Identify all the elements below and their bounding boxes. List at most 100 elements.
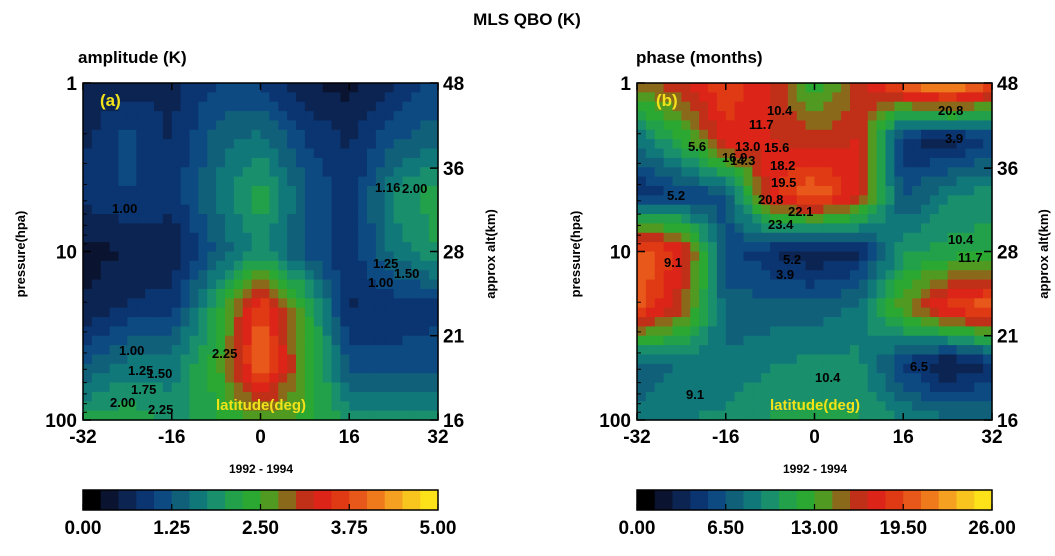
heatmap-cell [770,270,780,281]
heatmap-cell [787,83,798,93]
heatmap-cell [411,363,421,374]
heatmap-cell [384,157,395,168]
heatmap-cell [162,288,173,299]
heatmap-cell [91,260,102,271]
heatmap-cell [734,345,745,356]
heatmap-cell [850,410,860,421]
heatmap-cell [384,129,395,140]
heatmap-cell [331,242,341,253]
heatmap-cell [109,157,120,168]
heatmap-cell [850,279,860,290]
heatmap-cell [690,157,700,168]
heatmap-cell [725,111,736,122]
heatmap-cell [708,270,718,281]
heatmap-cell [233,391,244,402]
heatmap-cell [654,223,665,234]
heatmap-cell [287,335,297,346]
heatmap-cell [429,307,439,318]
heatmap-cell [841,410,851,421]
heatmap-cell [841,120,851,131]
heatmap-cell [402,279,412,290]
heatmap-cell [198,373,208,384]
heatmap-cell [956,382,966,393]
heatmap-cell [304,260,315,271]
heatmap-cell [402,382,412,393]
heatmap-cell [921,260,931,271]
heatmap-cell [974,232,984,243]
heatmap-cell [233,120,244,131]
heatmap-cell [637,176,647,187]
heatmap-cell [787,214,798,225]
heatmap-cell [207,288,217,299]
heatmap-cell [956,195,966,206]
heatmap-cell [921,176,931,187]
heatmap-cell [242,270,253,281]
heatmap-cell [411,391,421,402]
heatmap-cell [663,242,674,253]
heatmap-cell [690,270,700,281]
heatmap-cell [358,120,368,131]
heatmap-cell [734,157,745,168]
heatmap-cell [974,401,984,412]
heatmap-cell [965,326,975,337]
heatmap-cell [938,345,949,356]
heatmap-cell [127,195,137,206]
heatmap-cell [162,270,173,281]
heatmap-cell [216,307,226,318]
heatmap-cell [921,391,931,402]
heatmap-cell [402,176,412,187]
y-tick-label: 1 [620,74,631,95]
heatmap-cell [770,176,780,187]
heatmap-cell [411,92,421,103]
heatmap-cell [974,157,984,168]
heatmap-cell [180,260,191,271]
heatmap-cell [296,92,306,103]
heatmap-cell [956,279,966,290]
heatmap-cell [322,326,333,337]
heatmap-cell [708,101,718,112]
colorbar-tick-label: 5.00 [420,518,457,539]
heatmap-cell [233,204,244,215]
heatmap-cell [921,195,931,206]
heatmap-cell [358,251,368,262]
heatmap-cell [796,204,807,215]
heatmap-cell [867,204,878,215]
heatmap-cell [796,251,807,262]
heatmap-cell [136,251,146,262]
heatmap-cell [929,363,940,374]
heatmap-cell [269,298,279,309]
heatmap-cell [287,345,297,356]
heatmap-cell [375,373,386,384]
heatmap-cell [322,382,333,393]
heatmap-cell [903,326,913,337]
colorbar-swatch [672,490,691,510]
heatmap-cell [947,204,958,215]
heatmap-cell [180,373,191,384]
heatmap-cell [136,204,146,215]
heatmap-cell [690,92,700,103]
heatmap-cell [304,111,315,122]
heatmap-cell [180,382,191,393]
heatmap-cell [965,148,975,159]
heatmap-cell [322,270,333,281]
plot-area: 10.411.713.014.315.616.918.219.520.822.1… [637,83,993,421]
heatmap-cell [287,317,297,327]
heatmap-cell [885,223,895,234]
heatmap-cell [699,204,709,215]
heatmap-cell [91,139,102,150]
heatmap-cell [983,167,993,178]
heatmap-cell [876,270,887,281]
heatmap-cell [260,101,270,112]
heatmap-cell [645,307,656,318]
heatmap-cell [645,232,656,243]
heatmap-cell [198,279,208,290]
heatmap-cell [725,185,736,196]
heatmap-cell [100,251,111,262]
heatmap-cell [367,129,377,140]
heatmap-cell [162,111,173,122]
heatmap-cell [690,391,700,402]
heatmap-cell [814,373,824,384]
heatmap-cell [242,139,253,150]
heatmap-cell [331,298,341,309]
heatmap-cell [216,232,226,243]
